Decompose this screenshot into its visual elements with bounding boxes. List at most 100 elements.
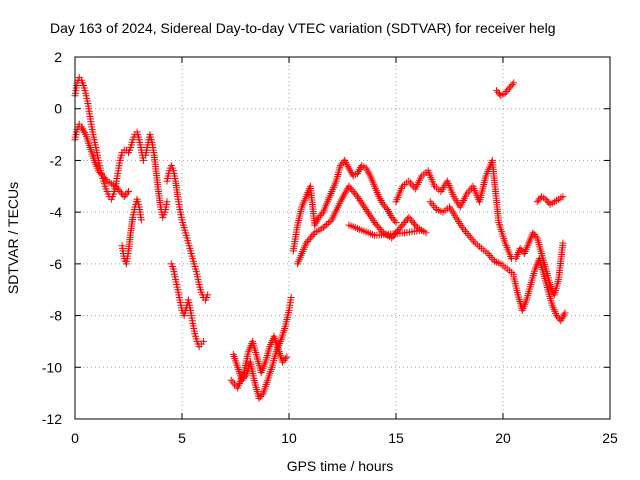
data-point-marker	[466, 233, 474, 241]
data-point-marker	[494, 88, 502, 96]
x-tick-label: 25	[602, 430, 618, 446]
data-point-marker	[508, 81, 516, 89]
data-point-marker	[391, 231, 399, 239]
series-seg-late-a	[510, 255, 569, 325]
data-point-marker	[255, 394, 263, 402]
y-tick-label: 0	[54, 101, 62, 117]
data-point-marker	[398, 222, 406, 230]
y-tick-label: -4	[50, 204, 63, 220]
data-point-marker	[505, 84, 513, 92]
series-seg-low-c	[167, 260, 207, 351]
series-seg-mid-a	[142, 131, 171, 221]
data-point-marker	[258, 391, 266, 399]
data-point-marker	[518, 246, 526, 254]
data-point-marker	[163, 198, 171, 206]
data-point-marker	[429, 202, 437, 210]
data-point-marker	[468, 235, 476, 243]
data-point-marker	[137, 216, 145, 224]
chart-title: Day 163 of 2024, Sidereal Day-to-day VTE…	[50, 20, 556, 36]
data-point-marker	[283, 353, 291, 361]
series-seg-early-lower	[71, 120, 132, 201]
data-point-marker	[315, 213, 323, 221]
data-point-marker	[535, 196, 543, 204]
series-seg-trough-b	[227, 332, 291, 392]
data-point-marker	[463, 229, 471, 237]
data-point-marker	[401, 218, 409, 226]
y-tick-label: -10	[42, 359, 62, 375]
data-point-marker	[382, 204, 390, 212]
data-points-layer	[71, 74, 569, 402]
data-point-marker	[100, 174, 108, 182]
y-tick-label: 2	[54, 49, 62, 65]
data-point-marker	[230, 380, 238, 388]
data-point-marker	[395, 225, 403, 233]
data-point-marker	[532, 232, 540, 240]
data-point-marker	[120, 193, 128, 201]
series-seg-plateau	[392, 156, 516, 263]
data-point-marker	[470, 237, 478, 245]
data-point-marker	[139, 156, 147, 164]
data-point-marker	[96, 168, 104, 176]
series-seg-dip-a	[118, 195, 145, 268]
data-point-marker	[326, 217, 334, 225]
data-point-marker	[542, 195, 550, 203]
x-tick-label: 0	[71, 430, 79, 446]
data-point-marker	[318, 210, 326, 218]
data-point-marker	[349, 187, 357, 195]
data-point-marker	[406, 179, 414, 187]
data-point-marker	[199, 337, 207, 345]
data-point-marker	[125, 187, 132, 195]
data-point-marker	[345, 182, 353, 190]
x-tick-label: 20	[495, 430, 511, 446]
data-point-marker	[399, 220, 407, 228]
data-point-marker	[112, 182, 120, 190]
data-point-marker	[426, 198, 434, 206]
x-axis-title: GPS time / hours	[287, 458, 394, 474]
data-point-marker	[256, 393, 264, 401]
data-point-marker	[123, 189, 131, 197]
data-point-marker	[302, 239, 310, 247]
data-point-marker	[375, 224, 383, 232]
data-point-marker	[99, 172, 107, 180]
data-point-marker	[507, 82, 515, 90]
data-point-marker	[376, 225, 384, 233]
y-axis-title: SDTVAR / TECUs	[5, 182, 21, 294]
data-point-marker	[388, 234, 396, 242]
series-seg-late-top	[533, 193, 567, 208]
data-point-marker	[287, 293, 295, 301]
data-point-marker	[95, 167, 103, 175]
y-tick-label: -12	[42, 411, 62, 427]
data-point-marker	[122, 191, 130, 199]
data-point-marker	[115, 186, 123, 194]
y-tick-label: -6	[50, 256, 63, 272]
data-point-marker	[388, 213, 396, 221]
data-point-marker	[533, 198, 541, 206]
series-seg-scatter-mid	[345, 221, 426, 239]
data-point-marker	[530, 231, 538, 239]
data-point-marker	[418, 226, 426, 234]
data-point-marker	[422, 229, 430, 237]
data-point-marker	[493, 87, 501, 95]
data-point-marker	[405, 213, 413, 221]
data-point-marker	[406, 215, 414, 223]
data-point-marker	[486, 251, 494, 259]
data-point-marker	[371, 218, 379, 226]
data-point-marker	[409, 218, 417, 226]
plot-frame	[74, 56, 611, 420]
data-point-marker	[373, 222, 381, 230]
series-seg-rise	[289, 156, 400, 255]
data-point-marker	[204, 291, 212, 299]
y-tick-label: -8	[50, 308, 63, 324]
data-point-marker	[305, 236, 313, 244]
series-seg-plateau-lower	[426, 198, 518, 278]
data-point-marker	[392, 218, 400, 226]
data-point-marker	[336, 162, 344, 170]
data-point-marker	[462, 228, 470, 236]
data-point-marker	[510, 79, 518, 87]
data-point-marker	[559, 239, 567, 247]
data-point-marker	[97, 170, 105, 178]
data-point-marker	[412, 222, 420, 230]
data-point-marker	[559, 193, 567, 201]
data-point-marker	[381, 202, 389, 210]
